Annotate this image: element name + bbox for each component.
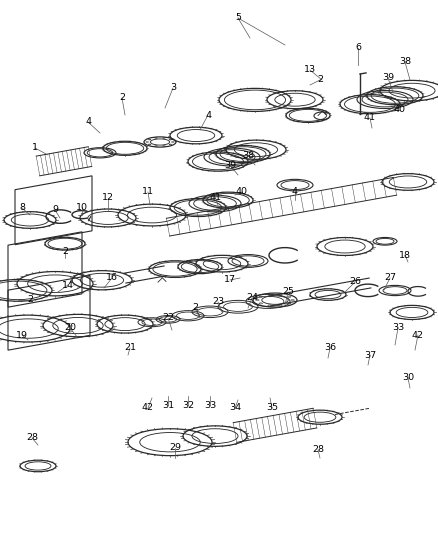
Text: 4: 4 <box>205 110 211 119</box>
Text: 21: 21 <box>124 343 136 352</box>
Text: 42: 42 <box>412 330 424 340</box>
Text: 31: 31 <box>162 400 174 409</box>
Text: 16: 16 <box>106 273 118 282</box>
Text: 13: 13 <box>304 66 316 75</box>
Text: 38: 38 <box>399 58 411 67</box>
Text: 39: 39 <box>382 74 394 83</box>
Text: 2: 2 <box>27 295 33 304</box>
Text: 20: 20 <box>64 324 76 333</box>
Text: 12: 12 <box>102 193 114 203</box>
Text: 10: 10 <box>76 203 88 212</box>
Text: 11: 11 <box>142 188 154 197</box>
Text: 1: 1 <box>32 143 38 152</box>
Text: 24: 24 <box>246 294 258 303</box>
Text: 14: 14 <box>62 280 74 289</box>
Text: 36: 36 <box>324 343 336 352</box>
Text: 30: 30 <box>402 374 414 383</box>
Text: 19: 19 <box>16 330 28 340</box>
Text: 27: 27 <box>384 273 396 282</box>
Text: 5: 5 <box>235 13 241 22</box>
Text: 25: 25 <box>282 287 294 296</box>
Text: 17: 17 <box>224 276 236 285</box>
Text: 6: 6 <box>355 44 361 52</box>
Text: 40: 40 <box>236 188 248 197</box>
Text: 32: 32 <box>182 400 194 409</box>
Text: 34: 34 <box>229 403 241 413</box>
Text: 39: 39 <box>224 160 236 169</box>
Text: 33: 33 <box>392 324 404 333</box>
Text: 3: 3 <box>170 84 176 93</box>
Text: 40: 40 <box>394 106 406 115</box>
Text: 33: 33 <box>204 400 216 409</box>
Text: 41: 41 <box>209 192 221 201</box>
Text: 4: 4 <box>85 117 91 126</box>
Text: 37: 37 <box>364 351 376 359</box>
Text: 2: 2 <box>192 303 198 312</box>
Text: 28: 28 <box>312 446 324 455</box>
Text: 23: 23 <box>212 297 224 306</box>
Text: 9: 9 <box>52 206 58 214</box>
Text: 35: 35 <box>266 403 278 413</box>
Text: 29: 29 <box>169 443 181 453</box>
Text: 42: 42 <box>142 403 154 413</box>
Text: 22: 22 <box>162 313 174 322</box>
Text: 4: 4 <box>292 188 298 197</box>
Text: 18: 18 <box>399 251 411 260</box>
Text: 38: 38 <box>242 150 254 159</box>
Text: 2: 2 <box>62 247 68 256</box>
Text: 2: 2 <box>317 76 323 85</box>
Text: 41: 41 <box>364 114 376 123</box>
Text: 8: 8 <box>19 204 25 213</box>
Text: 26: 26 <box>349 278 361 287</box>
Text: 2: 2 <box>119 93 125 102</box>
Text: 28: 28 <box>26 433 38 442</box>
